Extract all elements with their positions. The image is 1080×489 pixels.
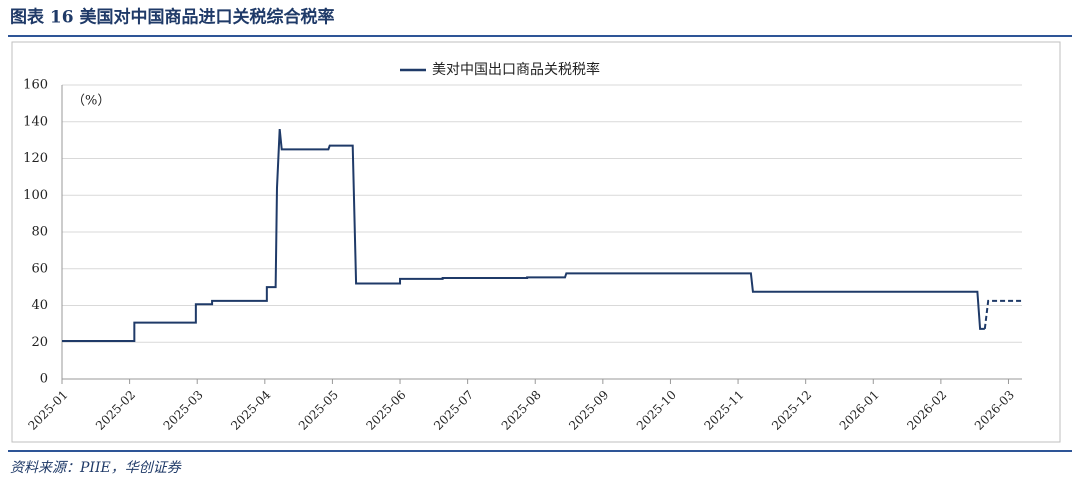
x-tick-label: 2025-07 (431, 388, 476, 433)
x-tick-label: 2025-04 (228, 387, 273, 432)
x-tick-label: 2025-01 (25, 388, 70, 433)
source: 资料来源：PIIE，华创证券 (10, 460, 182, 476)
x-tick-label: 2025-06 (363, 388, 408, 433)
y-tick-label: 20 (31, 335, 48, 350)
page-title: 图表 16 美国对中国商品进口关税综合税率 (10, 7, 335, 28)
y-tick-label: 40 (31, 298, 48, 313)
x-tick-label: 2025-12 (769, 388, 814, 433)
x-tick-label: 2025-03 (161, 388, 206, 433)
x-tick-label: 2026-03 (972, 388, 1017, 433)
y-tick-label: 140 (23, 114, 48, 129)
x-tick-label: 2026-01 (837, 388, 882, 433)
y-tick-label: 160 (23, 78, 48, 93)
x-tick-label: 2025-10 (634, 388, 679, 433)
y-tick-label: 0 (40, 372, 48, 387)
data-line (983, 299, 1022, 329)
data-line (62, 129, 985, 342)
y-unit-label: （%） (72, 94, 110, 109)
y-tick-label: 100 (23, 188, 48, 203)
x-tick-label: 2025-11 (701, 388, 746, 433)
chart-frame (11, 41, 1061, 443)
x-tick-label: 2026-02 (904, 388, 949, 433)
x-tick-label: 2025-08 (499, 388, 544, 433)
x-tick-label: 2025-09 (566, 388, 611, 433)
y-tick-label: 80 (31, 225, 48, 240)
y-tick-label: 120 (23, 151, 48, 166)
legend-label: 美对中国出口商品关税税率 (432, 61, 600, 78)
x-tick-label: 2025-02 (93, 388, 138, 433)
y-tick-label: 60 (31, 261, 48, 276)
x-tick-label: 2025-05 (296, 388, 341, 433)
